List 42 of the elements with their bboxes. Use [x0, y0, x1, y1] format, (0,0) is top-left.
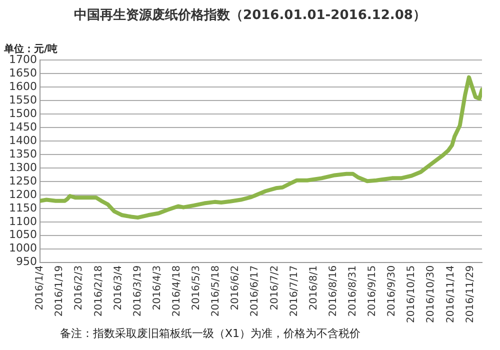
- x-tick-label: 2016/6/2: [230, 265, 242, 310]
- chart-title: 中国再生资源废纸价格指数（2016.01.01-2016.12.08）: [73, 6, 427, 24]
- text: 备注：指数采取废旧箱板纸一级（X1）为准，价格为不含税价: [60, 326, 361, 341]
- x-tick-label: 2016/1/4: [34, 265, 46, 310]
- x-tick-label: 2016/3/4: [112, 265, 124, 310]
- y-tick-label: 1000: [8, 242, 37, 255]
- x-tick-label: 2016/11/29: [464, 265, 476, 324]
- y-tick-label: 1100: [8, 214, 37, 228]
- x-tick-label: 2016/8/31: [348, 265, 359, 317]
- y-tick-label: 1150: [8, 201, 37, 214]
- y-tick-label: 1450: [8, 120, 37, 134]
- x-tick-label: 2016/9/30: [386, 265, 398, 317]
- x-tick-label: 2016/4/3: [152, 265, 163, 310]
- y-tick-label: 1500: [8, 106, 37, 120]
- y-tick-label: 1400: [8, 134, 37, 147]
- x-tick-label: 2016/11/14: [445, 265, 456, 324]
- x-tick-label: 2016/2/3: [74, 265, 85, 310]
- x-tick-label: 2016/10/30: [426, 265, 437, 324]
- x-tick-label: 2016/9/15: [367, 265, 378, 317]
- x-tick-label: 2016/8/1: [308, 265, 320, 310]
- x-tick-label: 2016/7/17: [288, 265, 300, 317]
- y-tick-label: 1050: [8, 228, 37, 242]
- y-tick-label: 1200: [8, 188, 37, 201]
- y-tick-label: 1650: [8, 66, 37, 80]
- y-tick-label: 1550: [8, 93, 37, 106]
- x-tick-label: 2016/1/19: [54, 265, 66, 317]
- x-tick-label: 2016/2/18: [93, 265, 104, 317]
- x-tick-label: 2016/4/18: [171, 265, 182, 317]
- y-tick-label: 950: [16, 255, 37, 268]
- x-tick-label: 2016/5/3: [191, 265, 202, 310]
- x-tick-label: 2016/10/15: [406, 265, 418, 324]
- y-tick-label: 1600: [8, 80, 37, 93]
- x-tick-label: 2016/3/19: [132, 265, 144, 317]
- x-tick-label: 2016/6/17: [250, 265, 261, 317]
- x-tick-label: 2016/8/16: [328, 265, 339, 317]
- x-tick-label: 2016/7/2: [269, 265, 280, 310]
- x-tick-label: 2016/5/18: [210, 265, 222, 317]
- y-tick-label: 1300: [8, 160, 37, 174]
- y-axis-title: 单位：元/吨: [4, 42, 58, 55]
- y-tick-label: 1250: [8, 174, 37, 188]
- y-tick-label: 1700: [8, 52, 37, 66]
- y-tick-label: 1350: [8, 147, 37, 160]
